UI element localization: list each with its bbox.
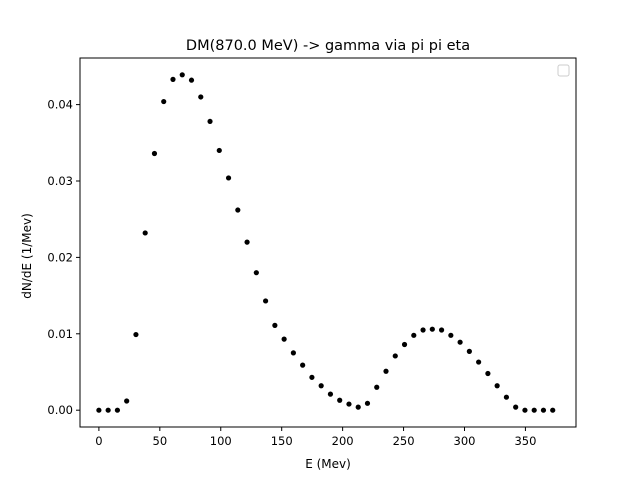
data-point [494, 383, 500, 389]
data-point [244, 239, 250, 245]
x-tick-label: 50 [153, 434, 168, 448]
x-tick-label: 200 [332, 434, 354, 448]
y-tick-label: 0.04 [47, 98, 73, 112]
data-point [327, 391, 334, 397]
data-point [207, 118, 213, 125]
data-point [550, 407, 556, 413]
x-tick-label: 300 [454, 434, 476, 448]
data-point [540, 407, 547, 413]
data-point [161, 98, 167, 105]
data-point [114, 407, 121, 413]
data-point [466, 348, 472, 354]
data-point [235, 207, 241, 213]
x-axis-ticks: 0 50 100 150 200 250 300 350 [95, 427, 536, 448]
plot-area-frame [79, 57, 577, 428]
data-point [355, 404, 361, 410]
data-point [429, 326, 435, 332]
data-point [318, 383, 324, 389]
data-point [485, 370, 491, 377]
data-point [272, 322, 278, 328]
data-point [170, 76, 176, 82]
legend-box [557, 64, 570, 77]
x-tick-label: 100 [210, 434, 232, 448]
data-point [96, 407, 102, 413]
data-point [383, 368, 389, 374]
y-tick-label: 0.01 [47, 327, 73, 341]
data-point [346, 401, 352, 407]
data-point [476, 359, 482, 365]
data-point [133, 331, 139, 338]
x-axis-label: E (Mev) [305, 457, 351, 471]
data-point [124, 398, 130, 404]
data-point [105, 407, 111, 413]
x-tick-label: 250 [393, 434, 415, 448]
y-tick-label: 0.00 [47, 403, 73, 417]
y-axis-ticks: 0.00 0.01 0.02 0.03 0.04 [47, 98, 80, 417]
data-point [309, 374, 315, 380]
data-point [151, 150, 158, 157]
y-axis-label: dN/dE (1/Mev) [20, 213, 34, 299]
data-point [364, 400, 371, 406]
y-tick-label: 0.03 [47, 174, 73, 188]
data-point [179, 72, 185, 78]
data-point [253, 270, 259, 276]
data-point [392, 353, 398, 359]
data-point [198, 94, 204, 100]
data-point [438, 327, 445, 333]
data-point [503, 394, 510, 400]
data-point [216, 147, 222, 154]
data-point [300, 362, 306, 368]
data-point [281, 336, 287, 342]
data-point [401, 341, 408, 348]
data-points [96, 72, 556, 413]
x-tick-label: 350 [514, 434, 536, 448]
data-point [522, 407, 528, 413]
chart-title: DM(870.0 MeV) -> gamma via pi pi eta [186, 38, 470, 54]
y-tick-label: 0.02 [47, 250, 73, 264]
data-point [448, 332, 454, 338]
data-point [513, 404, 519, 410]
data-point [374, 384, 380, 390]
data-point [457, 339, 463, 345]
data-point [420, 327, 426, 333]
data-point [263, 298, 269, 304]
data-point [188, 77, 195, 83]
x-tick-label: 0 [95, 434, 102, 448]
data-point [225, 175, 232, 181]
data-point [290, 350, 296, 356]
data-point [337, 397, 343, 403]
data-point [142, 230, 148, 236]
x-tick-label: 150 [271, 434, 293, 448]
data-point [411, 332, 417, 338]
data-point [531, 407, 537, 413]
